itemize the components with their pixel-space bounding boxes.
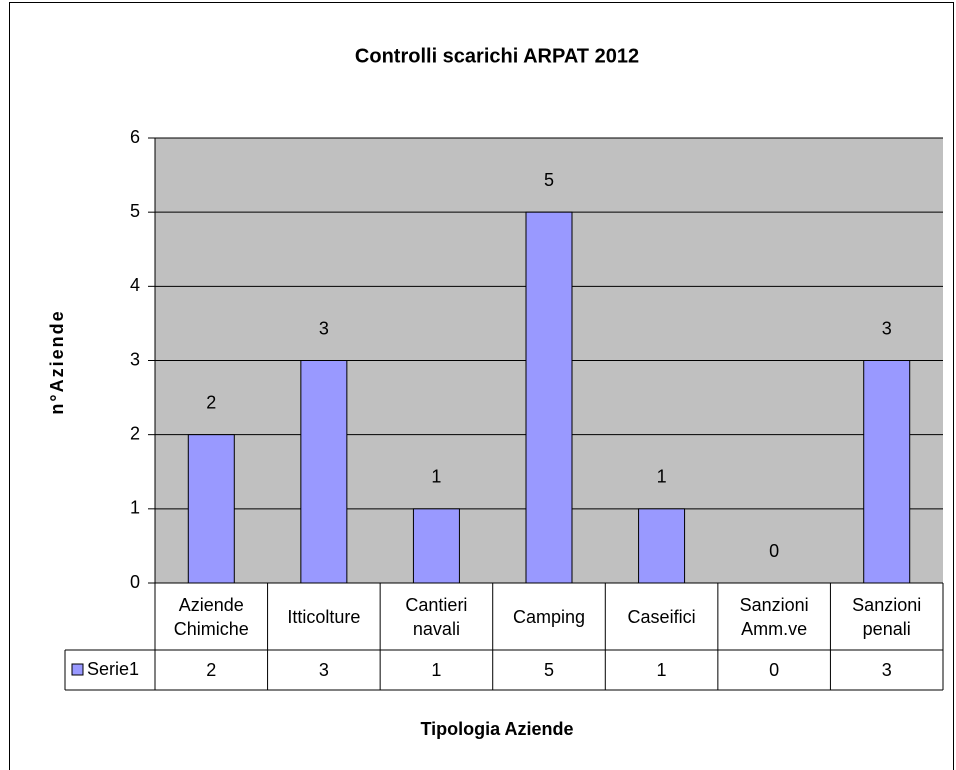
data-label: 2 <box>206 392 216 412</box>
table-value: 2 <box>206 660 217 680</box>
table-value: 1 <box>431 660 442 680</box>
data-label: 1 <box>431 467 441 487</box>
y-tick-label: 4 <box>130 275 140 295</box>
table-value: 3 <box>881 660 892 680</box>
legend-label: Serie1 <box>87 659 139 679</box>
y-tick-label: 1 <box>130 498 140 518</box>
legend-swatch <box>71 663 84 676</box>
bar <box>187 434 235 584</box>
x-tick-label: Sanzioni penali <box>852 594 922 639</box>
x-tick-label: Aziende Chimiche <box>173 594 249 639</box>
data-label: 0 <box>769 541 779 561</box>
bar <box>300 360 348 584</box>
x-tick-label: Caseifici <box>627 606 696 627</box>
y-tick-label: 5 <box>130 201 140 221</box>
bar <box>412 508 460 584</box>
y-tick-label: 0 <box>130 572 140 592</box>
y-axis-title: n°Aziende <box>47 309 67 414</box>
y-tick-label: 2 <box>130 423 140 443</box>
y-tick-label: 3 <box>130 349 140 369</box>
table-value: 0 <box>769 660 780 680</box>
x-tick-label: Cantieri navali <box>405 594 468 639</box>
data-label: 3 <box>319 318 329 338</box>
x-axis-title: Tipologia Aziende <box>420 719 573 739</box>
table-value: 5 <box>543 660 554 680</box>
table-value: 3 <box>318 660 329 680</box>
y-tick-label: 6 <box>130 127 140 147</box>
x-tick-label: Itticolture <box>287 606 361 627</box>
x-tick-label: Sanzioni Amm.ve <box>739 594 809 639</box>
data-label: 5 <box>544 170 554 190</box>
x-tick-label: Camping <box>512 606 585 627</box>
table-value: 1 <box>656 660 667 680</box>
bar <box>525 211 573 584</box>
bar <box>863 360 911 584</box>
bar <box>638 508 686 584</box>
data-label: 3 <box>882 318 892 338</box>
chart-title: Controlli scarichi ARPAT 2012 <box>355 45 639 67</box>
data-label: 1 <box>657 467 667 487</box>
